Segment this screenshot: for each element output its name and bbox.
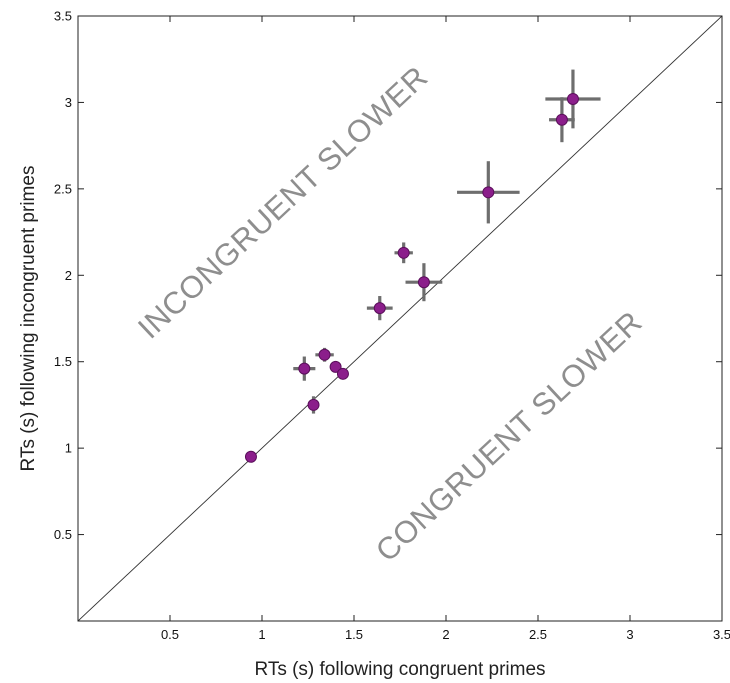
x-tick-label: 0.5: [161, 627, 179, 642]
axes-frame: [77, 15, 723, 622]
y-tick-label: 3.5: [54, 9, 72, 24]
y-tick-label: 3: [65, 95, 72, 110]
data-point-10: [482, 186, 495, 199]
data-point-6: [336, 367, 349, 380]
data-point-5: [329, 360, 342, 373]
x-tick-label: 2.5: [529, 627, 547, 642]
congruent-slower-label: CONGRUENT SLOWER: [369, 304, 649, 568]
data-point-1: [244, 450, 257, 463]
data-point-4: [318, 348, 331, 361]
y-tick-label: 1: [65, 441, 72, 456]
data-point-11: [555, 113, 568, 126]
x-axis-label: RTs (s) following congruent primes: [254, 659, 545, 680]
data-point-2: [307, 398, 320, 411]
x-tick-label: 1.5: [345, 627, 363, 642]
y-tick-label: 2: [65, 268, 72, 283]
incongruent-slower-label: INCONGRUENT SLOWER: [131, 59, 434, 345]
y-tick-label: 2.5: [54, 181, 72, 196]
y-tick-label: 1.5: [54, 354, 72, 369]
plot-area: [78, 16, 722, 621]
data-point-12: [566, 92, 579, 105]
x-tick-label: 1: [258, 627, 265, 642]
data-point-3: [298, 362, 311, 375]
data-point-8: [397, 246, 410, 259]
data-point-9: [417, 276, 430, 289]
x-tick-label: 3.5: [713, 627, 730, 642]
data-point-7: [373, 302, 386, 315]
identity-line: [78, 16, 722, 621]
x-tick-label: 3: [626, 627, 633, 642]
data-points: [244, 69, 601, 463]
axes: 0.5 1 1.5 2 2.5 3 3.5 0.5 1 1.5 2 2.5 3 3.5: [54, 9, 730, 643]
y-axis-label: RTs (s) following incongruent primes: [18, 166, 39, 472]
y-tick-label: 0.5: [54, 527, 72, 542]
x-tick-label: 2: [442, 627, 449, 642]
